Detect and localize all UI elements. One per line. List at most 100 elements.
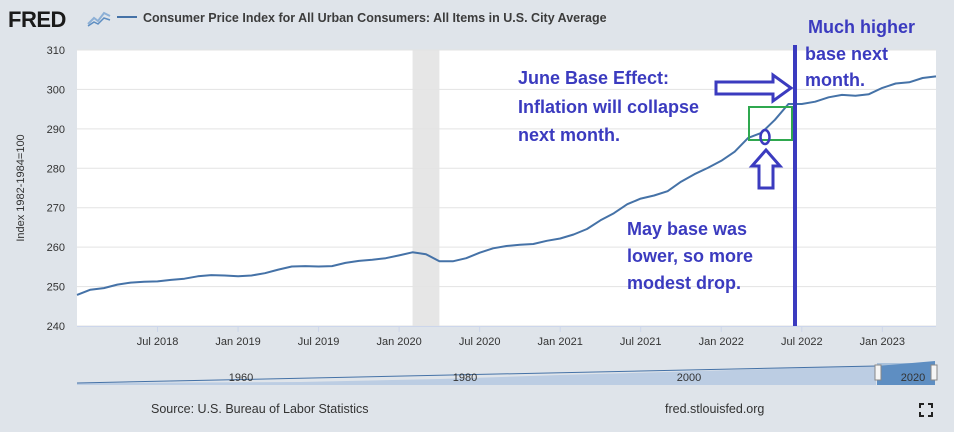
data-point[interactable] [248, 273, 254, 279]
annotation-higher-line1: Much higher [808, 17, 915, 37]
chart-header: FRED Consumer Price Index for All Urban … [0, 0, 954, 40]
y-axis: 240 250 260 270 280 290 300 310 [47, 45, 65, 333]
data-point[interactable] [920, 75, 926, 81]
data-point[interactable] [74, 292, 80, 298]
x-tick-label: Jan 2021 [538, 336, 583, 348]
data-point[interactable] [275, 267, 281, 273]
y-tick-label: 260 [47, 242, 65, 254]
x-tick-label: Jul 2020 [459, 336, 501, 348]
series-layer [74, 73, 939, 298]
data-point[interactable] [302, 263, 308, 269]
right-arrow-icon [714, 72, 794, 104]
data-point[interactable] [530, 241, 536, 247]
navigator-area [77, 366, 876, 385]
data-point[interactable] [235, 273, 241, 279]
up-arrow-icon [748, 147, 784, 190]
data-point[interactable] [584, 226, 590, 232]
data-point[interactable] [463, 255, 469, 261]
data-point[interactable] [128, 280, 134, 286]
data-point[interactable] [181, 276, 187, 282]
fred-logo[interactable]: FRED [8, 7, 66, 32]
data-point[interactable] [383, 255, 389, 261]
annotation-may-line1: May base was [627, 219, 747, 239]
data-point[interactable] [691, 171, 697, 177]
data-point[interactable] [893, 81, 899, 87]
data-point[interactable] [155, 278, 161, 284]
annotation-june-line1: June Base Effect: [518, 68, 669, 88]
data-point[interactable] [396, 252, 402, 258]
navigator-label-2020: 2020 [901, 372, 925, 384]
navigator-label-2000: 2000 [677, 372, 701, 384]
data-point[interactable] [436, 258, 442, 264]
data-point[interactable] [490, 245, 496, 251]
data-point[interactable] [852, 93, 858, 99]
data-point[interactable] [168, 277, 174, 283]
x-tick-label: Jan 2019 [215, 336, 260, 348]
data-point[interactable] [410, 249, 416, 255]
data-point[interactable] [87, 287, 93, 293]
data-point[interactable] [141, 279, 147, 285]
data-point[interactable] [651, 192, 657, 198]
highlight-box [748, 106, 793, 141]
data-point[interactable] [705, 165, 711, 171]
data-point[interactable] [826, 94, 832, 100]
navigator-right-handle[interactable] [930, 364, 938, 381]
data-point[interactable] [866, 91, 872, 97]
data-point[interactable] [772, 117, 778, 123]
data-point[interactable] [544, 238, 550, 244]
legend-series-name: Consumer Price Index for All Urban Consu… [143, 11, 607, 25]
data-point[interactable] [839, 92, 845, 98]
y-tick-label: 240 [47, 321, 65, 333]
data-point[interactable] [477, 250, 483, 256]
data-point[interactable] [450, 258, 456, 264]
data-point[interactable] [329, 263, 335, 269]
data-point[interactable] [369, 257, 375, 263]
annotation-june-line2: Inflation will collapse [518, 97, 699, 117]
data-point[interactable] [208, 272, 214, 278]
data-point[interactable] [195, 273, 201, 279]
data-point[interactable] [732, 149, 738, 155]
data-point[interactable] [101, 285, 107, 291]
data-point[interactable] [624, 201, 630, 207]
recession-shading [412, 50, 440, 326]
data-point[interactable] [316, 263, 322, 269]
data-point[interactable] [933, 73, 939, 79]
y-tick-label: 310 [47, 45, 65, 57]
data-point[interactable] [597, 217, 603, 223]
data-point[interactable] [504, 243, 510, 249]
data-point[interactable] [906, 79, 912, 85]
footer-site-link[interactable]: fred.stlouisfed.org [665, 402, 765, 416]
data-point[interactable] [611, 210, 617, 216]
annotation-june-line3: next month. [518, 125, 620, 145]
data-point[interactable] [262, 270, 268, 276]
data-point[interactable] [356, 258, 362, 264]
data-point[interactable] [799, 101, 805, 107]
y-axis-title: Index 1982-1984=100 [15, 134, 27, 241]
data-point[interactable] [222, 273, 228, 279]
x-axis: Jul 2018 Jan 2019 Jul 2019 Jan 2020 Jul 2020… [77, 326, 936, 348]
navigator-left-handle[interactable] [874, 364, 882, 381]
y-tick-label: 290 [47, 124, 65, 136]
data-point[interactable] [114, 282, 120, 288]
data-point[interactable] [718, 158, 724, 164]
data-point[interactable] [517, 242, 523, 248]
data-point[interactable] [678, 179, 684, 185]
data-point[interactable] [571, 232, 577, 238]
data-point[interactable] [665, 188, 671, 194]
data-point[interactable] [879, 85, 885, 91]
data-point[interactable] [423, 251, 429, 257]
data-point[interactable] [638, 196, 644, 202]
data-point[interactable] [289, 263, 295, 269]
plot-area [77, 50, 936, 326]
navigator-label-1980: 1980 [453, 372, 477, 384]
range-navigator[interactable]: 1960 1980 2000 2020 [76, 357, 938, 385]
fullscreen-icon[interactable] [919, 403, 933, 417]
data-point[interactable] [812, 99, 818, 105]
data-point[interactable] [342, 260, 348, 266]
navigator-line [76, 365, 877, 384]
footer-source: Source: U.S. Bureau of Labor Statistics [151, 402, 369, 416]
chart-legend[interactable]: Consumer Price Index for All Urban Consu… [117, 11, 607, 25]
fred-logo-graph-icon [87, 9, 111, 27]
data-point[interactable] [557, 235, 563, 241]
